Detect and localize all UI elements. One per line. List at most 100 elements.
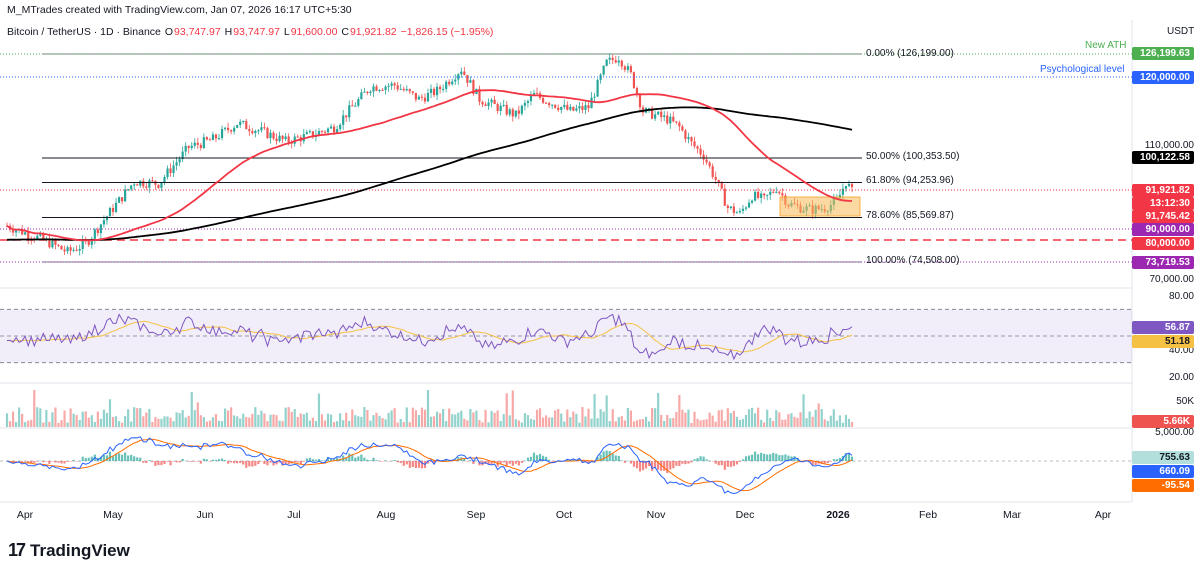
candle-body [108,207,112,217]
candle-body [554,104,557,108]
volume-bar [823,419,826,427]
volume-bar [829,415,832,427]
candle-body [666,115,669,124]
candle-body [548,103,551,106]
volume-bar [660,414,663,427]
macd-hist-bar [672,461,675,469]
macd-hist-bar [84,458,87,461]
brand-name: TradingView [30,540,130,560]
volume-bar [387,412,390,427]
volume-bar [166,416,169,427]
volume-bar [666,414,669,427]
candle-body [435,86,439,96]
candle-body [230,130,233,132]
macd-hist-bar [847,453,851,461]
volume-bar [454,414,457,427]
rsi-pane[interactable] [0,308,1132,364]
candle-body [199,144,202,149]
candle-body [60,245,63,250]
price-pane[interactable] [0,53,1132,263]
volume-bar [651,408,654,427]
candle-body [614,60,617,63]
psych-price-label: 120,000.00 [1132,71,1194,84]
macd-hist-bar [236,461,239,464]
candle-body [366,91,369,94]
macd-hist-bar [463,458,466,461]
macd-hist-bar [523,460,527,462]
volume-bar [408,422,411,427]
macd-hist-bar [111,456,115,461]
candle-body [269,132,272,139]
candle-body [351,105,354,107]
candle-body [345,115,348,118]
candle-body [311,131,314,137]
volume-bar [208,420,212,427]
macd-hist-bar [27,461,30,464]
candle-body [460,71,463,75]
macd-hist-bar [529,456,533,461]
candle-body [66,247,69,252]
volume-bar [233,415,236,427]
volume-pane[interactable] [5,390,854,427]
macd-hist-bar [429,461,433,462]
macd-pane[interactable] [0,436,1132,495]
candle-body [363,91,366,93]
volume-bar [557,409,560,427]
candle-body [841,188,845,195]
macd-hist-bar [784,454,787,461]
x-axis-label: Dec [735,509,755,521]
macd-hist-bar [657,461,660,470]
candle-body [411,91,414,93]
symbol-name[interactable]: Bitcoin / TetherUS · 1D · Binance [7,26,161,38]
macd-hist-bar [381,461,384,462]
candle-body [850,183,854,188]
volume-bar [844,415,848,427]
candle-body [750,200,754,203]
volume-bar [87,417,90,427]
volume-bar [747,409,751,427]
macd-hist-bar [263,461,266,465]
x-axis-label: Apr [1094,509,1112,521]
volume-bar [369,420,372,427]
volume-bar [784,419,787,427]
macd-hist-bar [33,461,36,463]
candle-body [21,228,24,235]
candle-body [753,191,757,201]
volume-bar [714,421,717,427]
candle-body [593,96,596,98]
candle-body [245,121,248,130]
macd-hist-bar [163,461,166,464]
candle-body [481,101,484,105]
volume-bar [178,413,181,427]
macd-tick: 5,000.00 [1155,427,1194,438]
fib-786-label: 78.60% (85,569.87) [866,210,954,221]
macd-hist-bar [538,453,542,461]
macd-hist-bar [778,455,781,461]
rsi-line [6,313,853,361]
fib-100-label: 100.00% (74,508.00) [866,255,960,266]
macd-hist-bar [184,460,187,462]
candle-body [11,229,15,233]
macd-hist-bar [336,457,339,461]
candle-body [775,191,778,193]
macd-hist-bar [708,460,711,462]
volume-bar [808,411,811,427]
macd-hist-bar [142,461,145,463]
volume-bar [502,414,505,427]
macd-hist-bar [196,461,199,462]
volume-bar [27,420,30,427]
high-label: H [224,26,233,38]
volume-bar [396,422,399,427]
candle-body [572,106,575,111]
volume-bar [835,420,838,427]
macd-hist-bar [190,461,193,462]
volume-bar [230,407,233,427]
candle-body [529,95,533,102]
volume-bar [148,408,151,427]
volume-bar [296,416,299,427]
macd-hist-bar [417,461,420,468]
volume-bar [708,412,711,427]
macd-hist-bar [293,461,296,463]
macd-hist-label: 755.63 [1132,451,1194,464]
candle-body [660,111,663,118]
